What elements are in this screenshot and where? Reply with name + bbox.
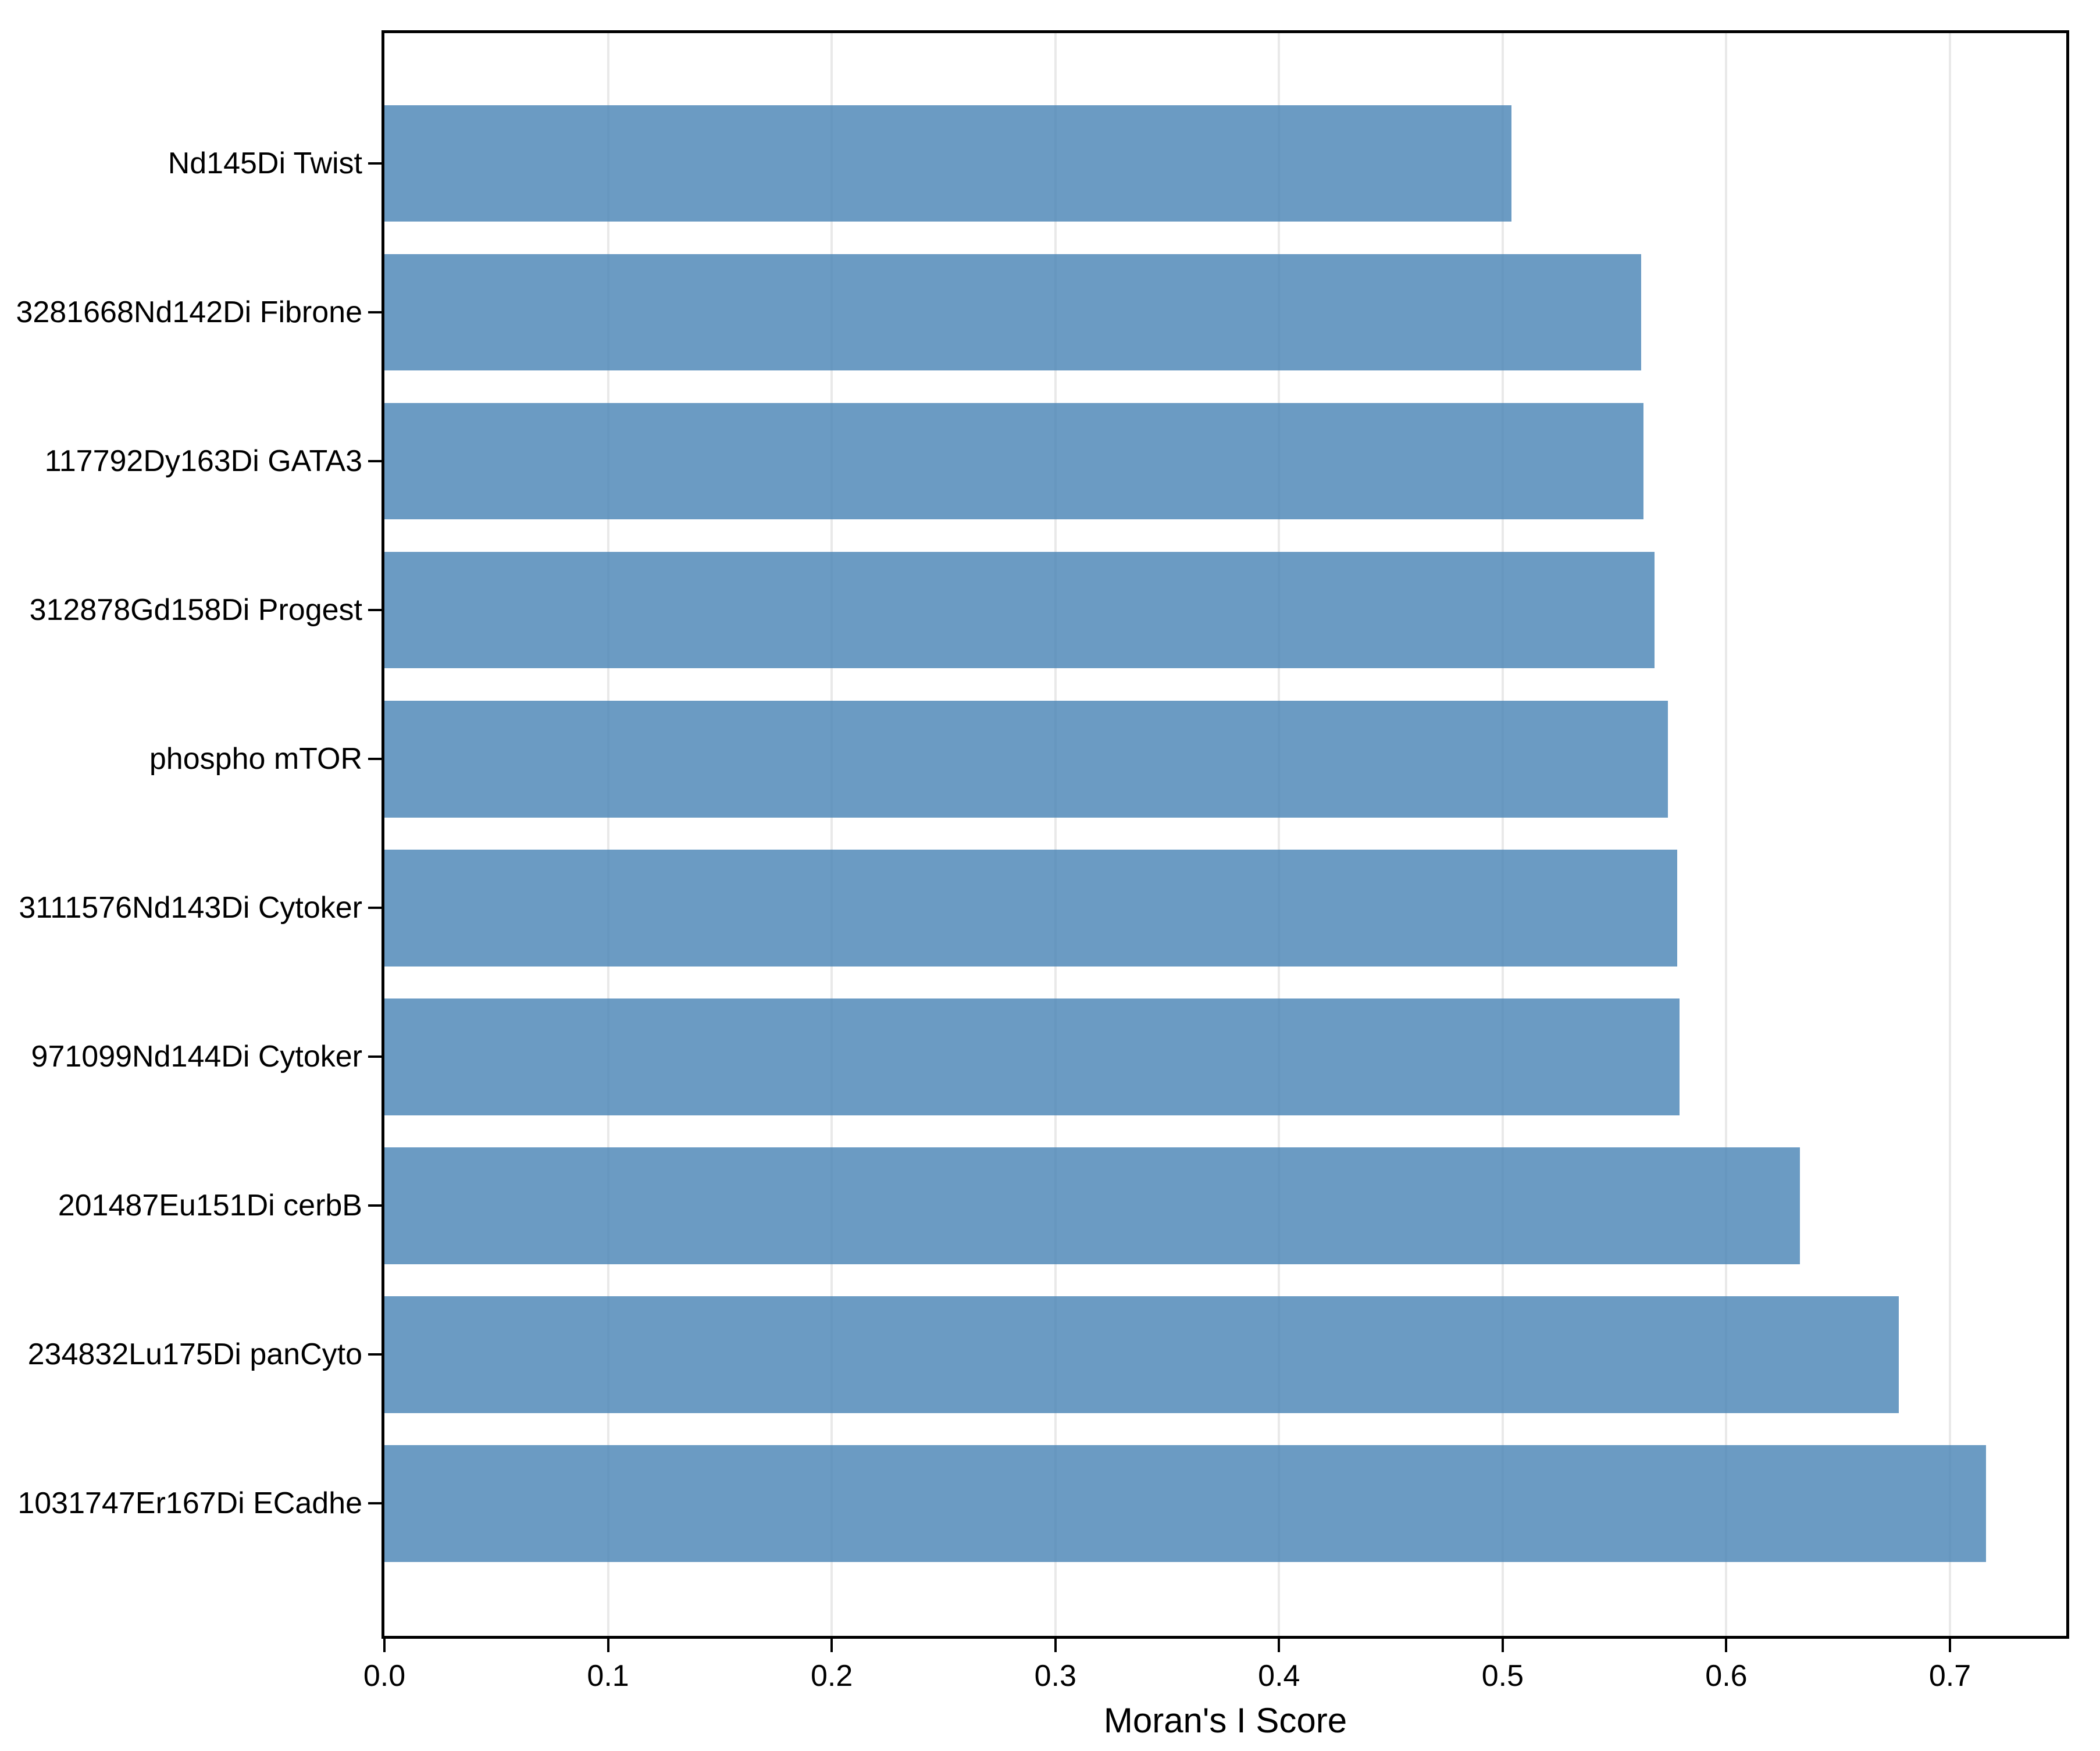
x-tick-mark [1278,1638,1281,1652]
bar [384,998,1680,1115]
y-axis-label: 234832Lu175Di panCyto [27,1338,362,1372]
gridline [830,33,833,1636]
y-axis-label: 117792Dy163Di GATA3 [44,444,362,479]
gridline [1278,33,1281,1636]
gridline [1949,33,1952,1636]
y-tick-mark [368,758,382,761]
y-axis-label: 3111576Nd143Di Cytoker [19,891,362,925]
y-tick-mark [368,1204,382,1207]
x-tick-label: 0.5 [1481,1659,1524,1693]
x-tick-mark [607,1638,609,1652]
bar [384,701,1668,818]
bar [384,403,1644,520]
y-tick-mark [368,460,382,463]
gridline [607,33,609,1636]
x-tick-label: 0.4 [1258,1659,1300,1693]
y-tick-mark [368,1502,382,1505]
x-tick-mark [1949,1638,1952,1652]
x-tick-label: 0.6 [1705,1659,1748,1693]
x-tick-mark [1725,1638,1728,1652]
x-tick-mark [1501,1638,1504,1652]
y-axis-label: phospho mTOR [149,742,362,776]
plot-area [384,33,2066,1636]
gridline [1501,33,1504,1636]
x-axis-title: Moran's I Score [1103,1701,1347,1740]
y-axis-label: 1031747Er167Di ECadhe [17,1486,362,1521]
x-tick-mark [383,1638,386,1652]
bar [384,1445,1986,1562]
bar [384,105,1512,222]
y-tick-mark [368,1353,382,1356]
y-tick-mark [368,907,382,910]
x-tick-label: 0.0 [363,1659,406,1693]
gridline [1054,33,1057,1636]
x-tick-label: 0.1 [587,1659,629,1693]
y-axis-label: 201487Eu151Di cerbB [58,1189,362,1223]
y-tick-mark [368,609,382,612]
y-axis-label: 3281668Nd142Di Fibrone [16,295,362,330]
bar [384,850,1677,967]
bar [384,1147,1800,1264]
bar [384,254,1642,371]
y-tick-mark [368,162,382,165]
x-tick-label: 0.7 [1928,1659,1971,1693]
y-axis-label: Nd145Di Twist [167,147,362,181]
y-tick-mark [368,1055,382,1058]
y-axis-label: 312878Gd158Di Progest [29,593,362,627]
bar [384,552,1655,669]
y-axis-label: 971099Nd144Di Cytoker [31,1040,362,1074]
bar [384,1296,1899,1413]
y-tick-mark [368,311,382,314]
x-tick-label: 0.2 [810,1659,853,1693]
x-tick-mark [830,1638,833,1652]
x-tick-label: 0.3 [1034,1659,1076,1693]
gridline [1725,33,1728,1636]
x-tick-mark [1054,1638,1057,1652]
